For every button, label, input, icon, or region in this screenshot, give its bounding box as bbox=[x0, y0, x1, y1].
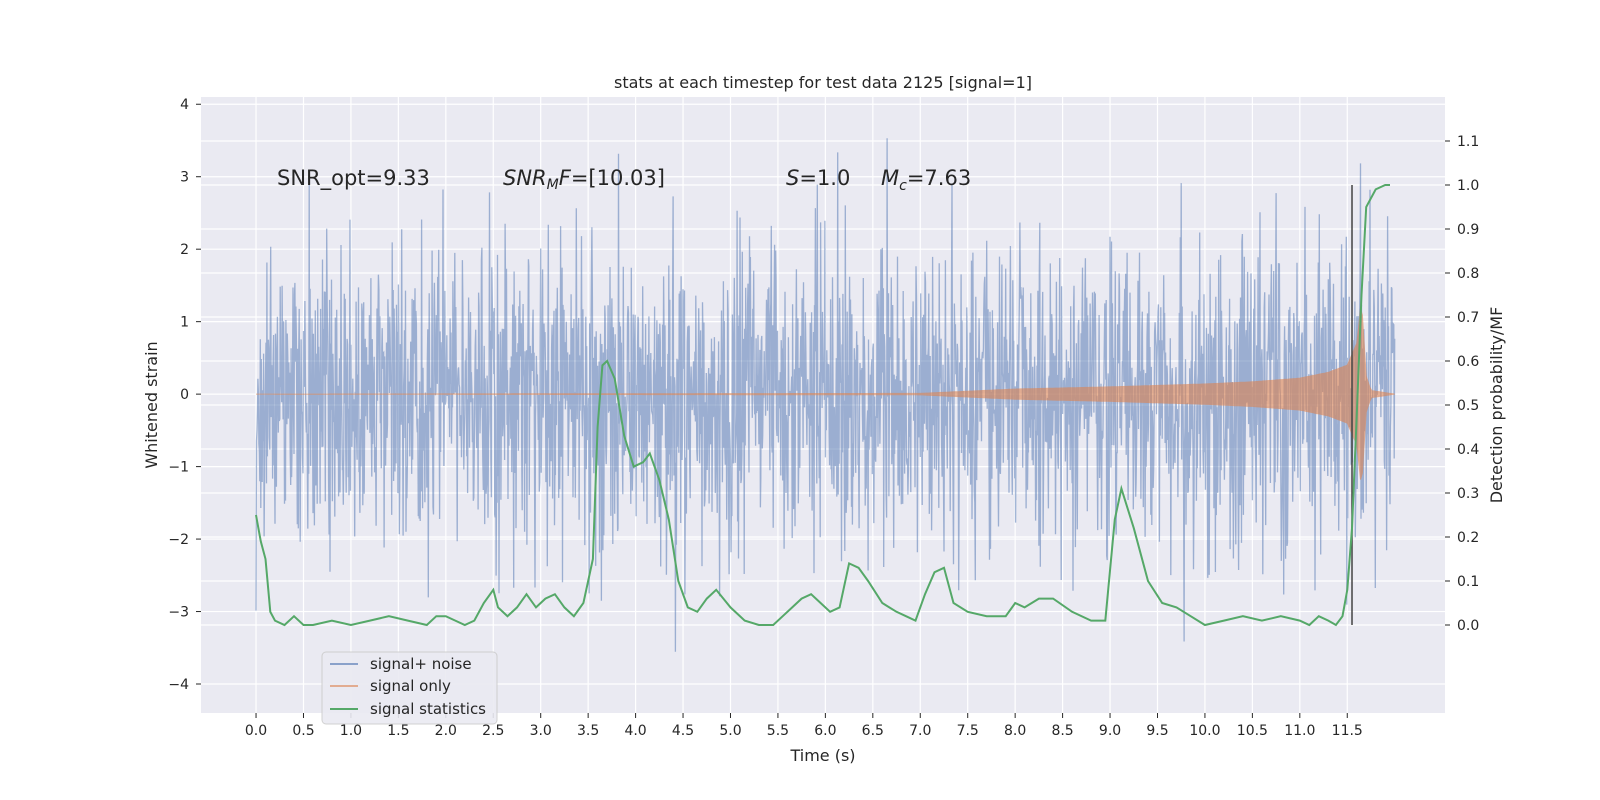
y2-tick-label: 0.4 bbox=[1457, 442, 1479, 458]
x-tick-label: 6.5 bbox=[862, 723, 884, 739]
legend-label-signal-noise: signal+ noise bbox=[370, 655, 472, 673]
x-tick-label: 5.0 bbox=[719, 723, 741, 739]
x-tick-label: 9.5 bbox=[1146, 723, 1168, 739]
x-tick-label: 4.0 bbox=[624, 723, 646, 739]
legend: signal+ noise signal only signal statist… bbox=[321, 651, 498, 725]
y2-tick-label: 0.9 bbox=[1457, 222, 1479, 238]
x-tick-label: 2.0 bbox=[435, 723, 457, 739]
y2-tick-label: 0.3 bbox=[1457, 486, 1479, 502]
x-tick-label: 6.0 bbox=[814, 723, 836, 739]
y-tick-label: 1 bbox=[180, 315, 189, 331]
x-tick-label: 7.0 bbox=[909, 723, 931, 739]
annotation-snr-opt: SNR_opt=9.33 bbox=[277, 166, 430, 191]
x-axis-label: Time (s) bbox=[789, 746, 855, 765]
chart-title: stats at each timestep for test data 212… bbox=[614, 73, 1032, 92]
y2-tick-label: 0.5 bbox=[1457, 398, 1479, 414]
x-tick-label: 2.5 bbox=[482, 723, 504, 739]
annotation-mc: Mc=7.63 bbox=[881, 166, 971, 194]
y2-tick-label: 0.7 bbox=[1457, 310, 1479, 326]
y-tick-label: 3 bbox=[180, 170, 189, 186]
y-tick-label: 2 bbox=[180, 242, 189, 258]
x-tick-label: 1.5 bbox=[387, 723, 409, 739]
y-tick-label: −1 bbox=[168, 460, 189, 476]
y-tick-label: −3 bbox=[168, 605, 189, 621]
y-axis-right: 0.0 0.1 0.2 0.3 0.4 0.5 0.6 0.7 0.8 0.9 1.0 1.1 bbox=[1445, 134, 1479, 634]
traces bbox=[255, 138, 1396, 652]
series-signal-only bbox=[256, 308, 1395, 480]
x-tick-label: 8.5 bbox=[1051, 723, 1073, 739]
y-tick-label: −4 bbox=[168, 677, 189, 693]
x-tick-label: 0.5 bbox=[292, 723, 314, 739]
legend-label-signal-statistics: signal statistics bbox=[370, 700, 486, 718]
x-tick-label: 11.5 bbox=[1332, 723, 1363, 739]
annotation-snr-mf: SNRMF=[10.03] bbox=[503, 166, 665, 193]
x-tick-label: 4.5 bbox=[672, 723, 694, 739]
y-tick-label: 4 bbox=[180, 97, 189, 113]
y2-tick-label: 1.0 bbox=[1457, 178, 1479, 194]
y-axis-left: −4 −3 −2 −1 0 1 2 3 4 bbox=[168, 97, 201, 693]
y-axis-label: Whitened strain bbox=[142, 341, 161, 468]
y2-axis-label: Detection probability/MF bbox=[1487, 307, 1506, 504]
x-tick-label: 7.5 bbox=[957, 723, 979, 739]
x-axis: 0.0 0.5 1.0 1.5 2.0 2.5 3.0 3.5 4.0 4.5 5.0 5.5 6.0 6… bbox=[245, 713, 1363, 739]
x-tick-label: 5.5 bbox=[767, 723, 789, 739]
y-tick-label: 0 bbox=[180, 387, 189, 403]
y2-tick-label: 0.2 bbox=[1457, 530, 1479, 546]
y2-tick-label: 1.1 bbox=[1457, 134, 1479, 150]
x-tick-label: 10.5 bbox=[1237, 723, 1268, 739]
y-tick-label: −2 bbox=[168, 532, 189, 548]
x-tick-label: 0.0 bbox=[245, 723, 267, 739]
y2-tick-label: 0.1 bbox=[1457, 574, 1479, 590]
x-tick-label: 3.0 bbox=[530, 723, 552, 739]
x-tick-label: 11.0 bbox=[1284, 723, 1315, 739]
series-signal-statistics bbox=[255, 184, 1390, 627]
x-tick-label: 9.0 bbox=[1099, 723, 1121, 739]
x-tick-label: 10.0 bbox=[1189, 723, 1220, 739]
y2-tick-label: 0.8 bbox=[1457, 266, 1479, 282]
legend-box bbox=[321, 651, 498, 725]
y2-tick-label: 0.0 bbox=[1457, 618, 1479, 634]
x-tick-label: 1.0 bbox=[340, 723, 362, 739]
x-tick-label: 8.0 bbox=[1004, 723, 1026, 739]
legend-label-signal-only: signal only bbox=[370, 677, 451, 695]
annotation-s: S=1.0 bbox=[786, 166, 850, 190]
y2-tick-label: 0.6 bbox=[1457, 354, 1479, 370]
x-tick-label: 3.5 bbox=[577, 723, 599, 739]
